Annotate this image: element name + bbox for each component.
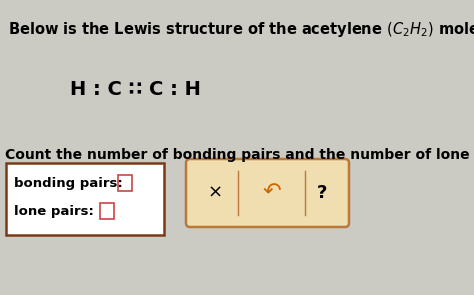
Text: ↶: ↶	[263, 183, 281, 203]
FancyBboxPatch shape	[186, 159, 349, 227]
Text: Below is the Lewis structure of the acetylene $(C_2H_2)$ molecule.: Below is the Lewis structure of the acet…	[8, 20, 474, 39]
Text: H : C ∷ C : H: H : C ∷ C : H	[70, 80, 201, 99]
Bar	[6, 163, 164, 235]
Text: ?: ?	[317, 184, 327, 202]
Text: Count the number of bonding pairs and the number of lone pairs a: Count the number of bonding pairs and th…	[5, 148, 474, 162]
Text: bonding pairs:: bonding pairs:	[14, 176, 128, 189]
Bar	[100, 203, 114, 219]
Text: lone pairs:: lone pairs:	[14, 204, 99, 217]
Bar	[118, 175, 132, 191]
Text: ×: ×	[208, 184, 223, 202]
